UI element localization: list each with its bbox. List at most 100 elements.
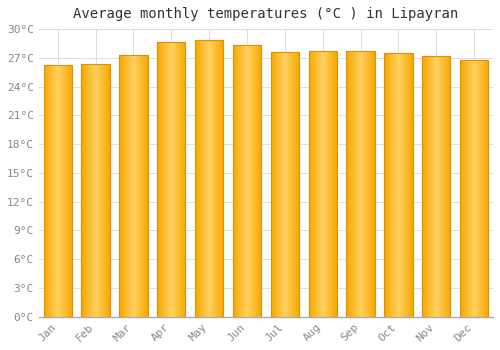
Bar — [295, 52, 296, 317]
Bar — [353, 51, 354, 317]
Bar — [270, 52, 299, 317]
Bar — [219, 40, 220, 317]
Bar — [334, 51, 335, 317]
Bar — [99, 64, 100, 317]
Bar — [286, 52, 287, 317]
Bar — [102, 64, 104, 317]
Bar — [168, 42, 169, 317]
Bar — [108, 64, 109, 317]
Bar — [175, 42, 176, 317]
Bar — [294, 52, 295, 317]
Bar — [129, 55, 130, 317]
Bar — [233, 46, 234, 317]
Bar — [237, 46, 238, 317]
Bar — [157, 42, 186, 317]
Bar — [195, 40, 224, 317]
Bar — [214, 40, 215, 317]
Bar — [135, 55, 136, 317]
Bar — [248, 46, 249, 317]
Bar — [320, 51, 322, 317]
Bar — [239, 46, 240, 317]
Bar — [146, 55, 147, 317]
Bar — [394, 53, 395, 317]
Bar — [485, 60, 486, 317]
Bar — [330, 51, 331, 317]
Bar — [145, 55, 146, 317]
Bar — [140, 55, 141, 317]
Bar — [45, 64, 46, 317]
Bar — [318, 51, 319, 317]
Bar — [234, 46, 235, 317]
Bar — [122, 55, 123, 317]
Bar — [292, 52, 294, 317]
Bar — [98, 64, 99, 317]
Bar — [83, 64, 84, 317]
Bar — [240, 46, 242, 317]
Bar — [331, 51, 332, 317]
Bar — [326, 51, 327, 317]
Bar — [238, 46, 239, 317]
Bar — [119, 55, 120, 317]
Bar — [406, 53, 407, 317]
Bar — [202, 40, 203, 317]
Bar — [273, 52, 274, 317]
Bar — [396, 53, 397, 317]
Bar — [285, 52, 286, 317]
Bar — [159, 42, 160, 317]
Bar — [206, 40, 207, 317]
Bar — [276, 52, 277, 317]
Bar — [184, 42, 185, 317]
Bar — [298, 52, 299, 317]
Bar — [486, 60, 487, 317]
Bar — [185, 42, 186, 317]
Bar — [70, 64, 71, 317]
Bar — [104, 64, 105, 317]
Bar — [465, 60, 466, 317]
Bar — [436, 56, 437, 317]
Bar — [172, 42, 174, 317]
Bar — [85, 64, 86, 317]
Bar — [59, 64, 60, 317]
Bar — [200, 40, 202, 317]
Bar — [52, 64, 53, 317]
Bar — [221, 40, 222, 317]
Bar — [313, 51, 314, 317]
Bar — [65, 64, 66, 317]
Bar — [327, 51, 328, 317]
Bar — [142, 55, 144, 317]
Bar — [374, 51, 375, 317]
Bar — [90, 64, 92, 317]
Bar — [315, 51, 316, 317]
Bar — [105, 64, 106, 317]
Bar — [257, 46, 258, 317]
Bar — [362, 51, 364, 317]
Bar — [195, 40, 196, 317]
Bar — [439, 56, 440, 317]
Bar — [199, 40, 200, 317]
Bar — [425, 56, 426, 317]
Bar — [424, 56, 425, 317]
Bar — [399, 53, 400, 317]
Bar — [407, 53, 408, 317]
Bar — [354, 51, 355, 317]
Bar — [449, 56, 450, 317]
Bar — [277, 52, 278, 317]
Bar — [350, 51, 352, 317]
Bar — [255, 46, 256, 317]
Bar — [179, 42, 180, 317]
Bar — [220, 40, 221, 317]
Bar — [474, 60, 475, 317]
Bar — [270, 52, 272, 317]
Bar — [162, 42, 163, 317]
Bar — [137, 55, 138, 317]
Bar — [278, 52, 279, 317]
Bar — [182, 42, 184, 317]
Bar — [397, 53, 398, 317]
Bar — [388, 53, 389, 317]
Bar — [176, 42, 177, 317]
Bar — [410, 53, 411, 317]
Bar — [432, 56, 434, 317]
Bar — [324, 51, 325, 317]
Bar — [280, 52, 281, 317]
Bar — [44, 64, 45, 317]
